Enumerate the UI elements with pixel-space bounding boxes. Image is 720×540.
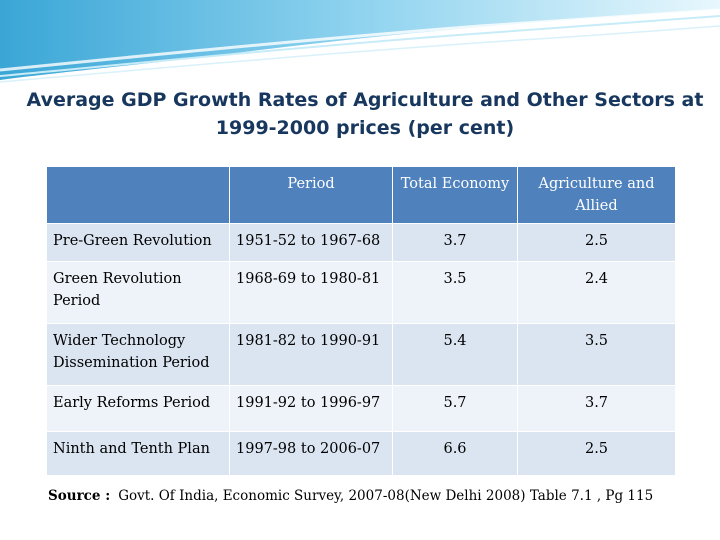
- row-total-economy: 6.6: [392, 431, 518, 476]
- source-text: Govt. Of India, Economic Survey, 2007-08…: [118, 488, 654, 504]
- row-period: 1981-82 to 1990-91: [229, 323, 393, 386]
- page-title: Average GDP Growth Rates of Agriculture …: [20, 86, 710, 142]
- table-row: Early Reforms Period 1991-92 to 1996-97 …: [46, 385, 676, 432]
- header-total-economy: Total Economy: [392, 166, 518, 224]
- title-line-1: Average GDP Growth Rates of Agriculture …: [26, 89, 704, 111]
- row-label: Early Reforms Period: [46, 385, 230, 432]
- table-header-row: Period Total Economy Agriculture and All…: [46, 166, 676, 224]
- gdp-growth-table: Period Total Economy Agriculture and All…: [46, 166, 676, 476]
- row-label: Pre-Green Revolution: [46, 223, 230, 262]
- table-row: Green Revolution Period 1968-69 to 1980-…: [46, 261, 676, 324]
- source-note: Source : Govt. Of India, Economic Survey,…: [48, 488, 708, 504]
- row-label: Ninth and Tenth Plan: [46, 431, 230, 476]
- row-total-economy: 3.5: [392, 261, 518, 324]
- row-total-economy: 3.7: [392, 223, 518, 262]
- row-period: 1991-92 to 1996-97: [229, 385, 393, 432]
- table-row: Wider Technology Dissemination Period 19…: [46, 323, 676, 386]
- header-blank: [46, 166, 230, 224]
- row-agriculture: 3.7: [517, 385, 676, 432]
- row-agriculture: 2.5: [517, 223, 676, 262]
- row-total-economy: 5.7: [392, 385, 518, 432]
- row-label: Wider Technology Dissemination Period: [46, 323, 230, 386]
- row-agriculture: 2.4: [517, 261, 676, 324]
- decorative-banner: [0, 0, 720, 83]
- table-row: Pre-Green Revolution 1951-52 to 1967-68 …: [46, 223, 676, 262]
- row-label: Green Revolution Period: [46, 261, 230, 324]
- table-row: Ninth and Tenth Plan 1997-98 to 2006-07 …: [46, 431, 676, 476]
- row-agriculture: 2.5: [517, 431, 676, 476]
- row-total-economy: 5.4: [392, 323, 518, 386]
- header-agriculture: Agriculture and Allied: [517, 166, 676, 224]
- row-period: 1951-52 to 1967-68: [229, 223, 393, 262]
- row-period: 1968-69 to 1980-81: [229, 261, 393, 324]
- row-period: 1997-98 to 2006-07: [229, 431, 393, 476]
- header-period: Period: [229, 166, 393, 224]
- title-line-2: 1999-2000 prices (per cent): [215, 117, 515, 139]
- source-label: Source :: [48, 488, 111, 504]
- row-agriculture: 3.5: [517, 323, 676, 386]
